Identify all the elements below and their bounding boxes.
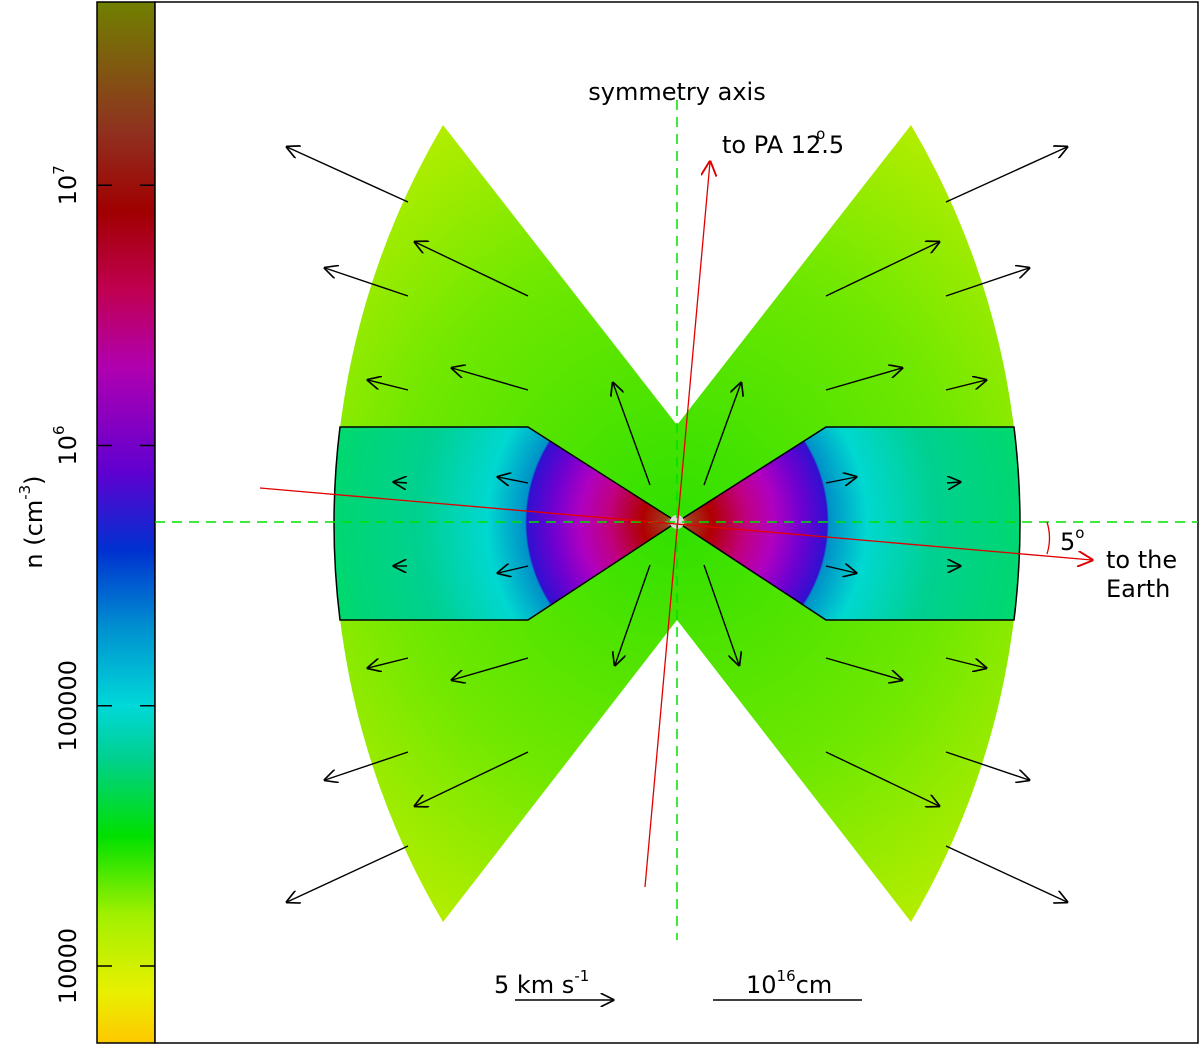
tick-exponent: 7: [50, 165, 68, 175]
disk: [675, 426, 1021, 621]
velocity-arrow: [947, 482, 960, 483]
colorbar-tick-label: 107: [50, 165, 82, 205]
velocity-arrow: [452, 368, 529, 391]
tick-text: 10000: [54, 928, 82, 1004]
disk: [333, 426, 679, 621]
colorbar-label: n (cm-3): [16, 475, 48, 568]
colorbar-label-sup: -3: [16, 485, 34, 500]
earth-label: to the: [1106, 546, 1177, 574]
velocity-arrow: [615, 564, 651, 665]
tick-base: 10: [54, 435, 82, 466]
velocity-scale-sup: -1: [574, 967, 589, 985]
velocity-arrow: [703, 383, 741, 486]
length-scale-unit: cm: [796, 971, 833, 999]
velocity-scale-text: 5 km s: [494, 971, 574, 999]
velocity-arrow: [945, 845, 1067, 902]
tick-exponent: 6: [50, 425, 68, 435]
length-scale-text: 10: [746, 971, 777, 999]
colorbar-label-text: n (cm: [20, 500, 48, 569]
velocity-arrow: [825, 368, 902, 391]
pa-text: to PA 12.5: [722, 131, 844, 159]
length-scale-label: 1016cm: [746, 967, 832, 999]
velocity-arrow: [415, 242, 529, 297]
colorbar-label-end: ): [20, 475, 48, 484]
symmetry-axis-label: symmetry axis: [588, 78, 765, 106]
velocity-arrow: [825, 751, 939, 806]
angle-arc: [1046, 521, 1051, 555]
velocity-arrow: [945, 268, 1029, 297]
velocity-arrow: [498, 477, 529, 483]
velocity-arrow: [394, 482, 407, 483]
tick-base: 10: [54, 175, 82, 206]
velocity-arrow: [452, 657, 529, 680]
velocity-arrow: [945, 751, 1029, 780]
velocity-arrow: [703, 564, 739, 665]
colorbar-tick-label: 106: [50, 425, 82, 465]
velocity-arrow: [325, 268, 409, 297]
earth-direction: [259, 487, 1092, 560]
velocity-arrow: [825, 566, 856, 573]
velocity-arrow: [287, 147, 409, 203]
pa-degree: o: [816, 125, 825, 143]
velocity-arrow: [415, 751, 529, 806]
earth-label: Earth: [1106, 575, 1170, 603]
velocity-arrow: [825, 477, 856, 483]
colorbar-tick-label: 100000: [54, 660, 82, 752]
velocity-arrow: [945, 657, 986, 668]
velocity-arrow: [287, 845, 409, 902]
colorbar: [96, 1, 156, 1044]
velocity-scale-label: 5 km s-1: [494, 967, 589, 999]
velocity-arrow: [613, 383, 651, 486]
colorbar-tick-label: 10000: [54, 928, 82, 1004]
velocity-arrow: [368, 380, 409, 391]
tick-text: 100000: [54, 660, 82, 752]
velocity-arrow: [368, 657, 409, 668]
length-scale-sup: 16: [777, 967, 796, 985]
velocity-arrows: [287, 147, 1067, 902]
velocity-arrow: [325, 751, 409, 780]
pa-label: to PA 12.5o: [722, 125, 844, 159]
velocity-arrow: [825, 242, 939, 297]
center: [670, 515, 684, 529]
velocity-arrow: [498, 566, 529, 573]
velocity-arrow: [945, 380, 986, 391]
velocity-arrow: [825, 657, 902, 680]
angle-text: 5: [1060, 528, 1075, 556]
angle-label: 5o: [1060, 524, 1084, 556]
velocity-arrow: [945, 147, 1067, 203]
angle-degree: o: [1075, 524, 1084, 542]
